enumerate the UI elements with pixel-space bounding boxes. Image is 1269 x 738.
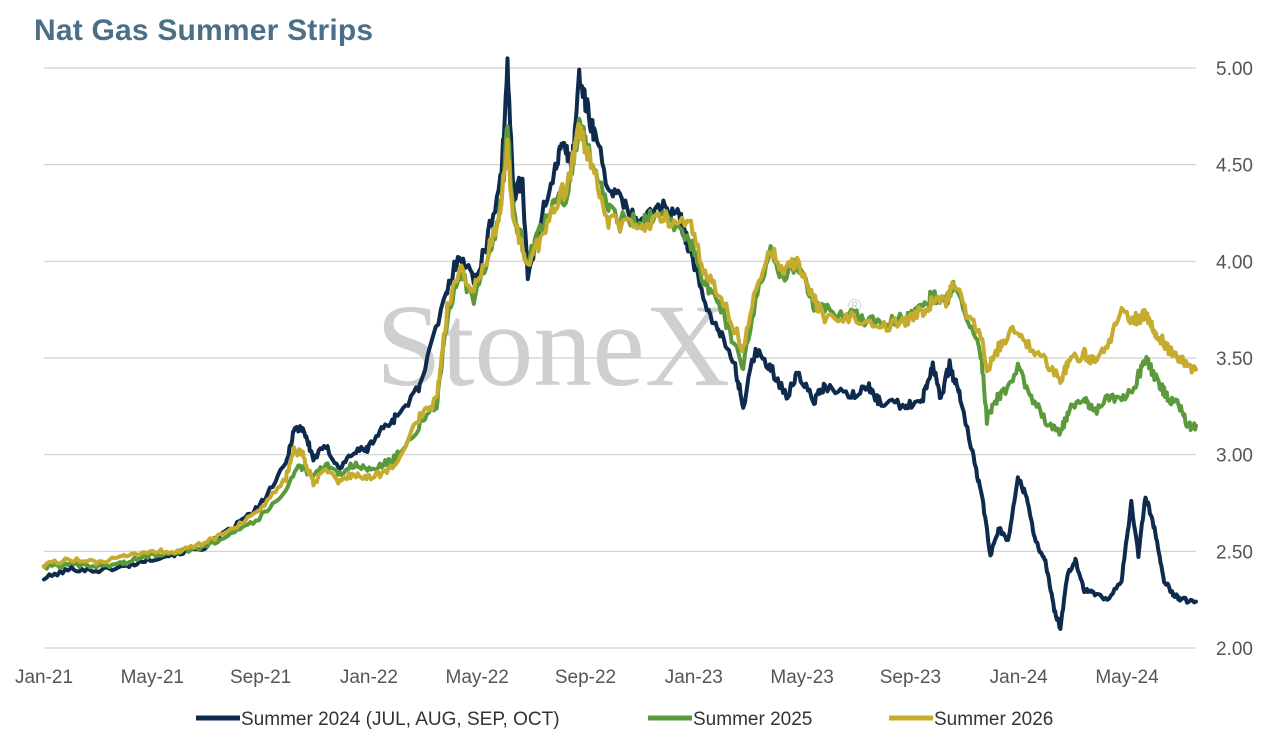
legend-label: Summer 2026: [934, 709, 1053, 730]
y-tick-label: 2.00: [1216, 639, 1253, 660]
legend-label: Summer 2025: [693, 709, 812, 730]
series-line: [42, 122, 1198, 569]
x-tick-label: May-23: [770, 667, 833, 688]
x-tick-label: May-24: [1095, 667, 1159, 688]
watermark-logo: StoneX: [376, 280, 730, 411]
x-tick-label: Sep-22: [555, 667, 616, 688]
x-tick-label: May-21: [121, 667, 184, 688]
legend: Summer 2024 (JUL, AUG, SEP, OCT) Summer 2…: [196, 709, 1053, 730]
y-tick-label: 4.50: [1216, 156, 1253, 177]
x-tick-label: Jan-23: [665, 667, 723, 688]
series-line: [42, 56, 1198, 631]
x-tick-label: Sep-21: [230, 667, 291, 688]
gridlines: [44, 67, 1196, 649]
x-tick-label: Jan-22: [340, 667, 398, 688]
y-tick-label: 5.00: [1216, 59, 1253, 80]
y-tick-label: 2.50: [1216, 542, 1253, 563]
x-tick-label: May-22: [446, 667, 509, 688]
legend-label: Summer 2024 (JUL, AUG, SEP, OCT): [241, 709, 560, 730]
y-tick-label: 3.50: [1216, 349, 1253, 370]
chart-title: Nat Gas Summer Strips: [34, 14, 374, 47]
series-lines: [42, 56, 1198, 631]
series-line: [42, 116, 1198, 571]
x-tick-label: Jan-21: [15, 667, 73, 688]
x-tick-label: Sep-23: [880, 667, 941, 688]
x-tick-label: Jan-24: [990, 667, 1049, 688]
x-axis-ticks: Jan-21 May-21 Sep-21 Jan-22 May-22 Sep-22 Jan-…: [15, 667, 1159, 688]
y-tick-label: 4.00: [1216, 252, 1253, 273]
y-axis-ticks: 2.00 2.50 3.00 3.50 4.00 4.50 5.00: [1216, 59, 1253, 660]
y-tick-label: 3.00: [1216, 446, 1253, 467]
